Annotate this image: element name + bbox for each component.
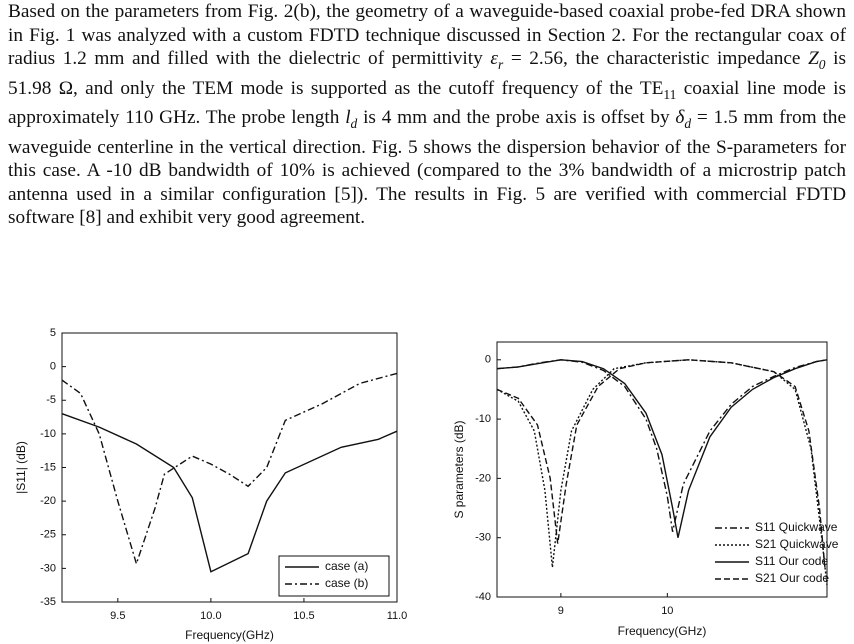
text-run: l: [345, 107, 351, 129]
y-axis-label: S parameters (dB): [452, 420, 466, 518]
series-line: [496, 359, 828, 532]
text-run: coaxial line mode is approximately 110 G…: [8, 77, 847, 129]
x-tick-label: 10: [661, 605, 673, 617]
x-tick-label: 9: [558, 605, 564, 617]
legend-label: S11 Our code: [755, 554, 828, 568]
text-run: 11: [663, 86, 677, 102]
y-tick-label: -5: [46, 394, 56, 406]
text-run: d: [684, 115, 692, 131]
text-run: δ: [675, 107, 685, 129]
text-run: is 4 mm and the probe axis is offset by: [357, 107, 676, 129]
x-tick-label: 9.5: [110, 610, 125, 622]
y-tick-label: 0: [50, 361, 56, 373]
legend-label: case (b): [325, 576, 368, 590]
text-run: = 1.5 mm from the waveguide centerline i…: [8, 107, 846, 229]
text-run: Z: [808, 48, 819, 70]
y-tick-label: 0: [485, 354, 491, 366]
x-axis-label: Frequency(GHz): [185, 628, 274, 642]
y-tick-label: -30: [40, 562, 56, 574]
paragraph: Based on the parameters from Fig. 2(b), …: [8, 0, 846, 230]
y-axis-label: |S11| (dB): [14, 441, 28, 494]
x-axis-label: Frequency(GHz): [618, 624, 707, 638]
legend-frame: [278, 555, 390, 597]
y-tick-label: -10: [475, 413, 491, 425]
series-line: [61, 413, 398, 573]
legend-label: S21 Our code: [755, 571, 829, 585]
y-tick-label: -10: [40, 428, 56, 440]
text-run: is 51.98 Ω, and only the TEM mode is sup…: [8, 48, 847, 99]
legend-label: case (a): [325, 559, 368, 573]
series-line: [496, 359, 828, 586]
text-run: 0: [818, 57, 826, 73]
text-run: ε: [490, 48, 498, 70]
text-run: Based on the parameters from Fig. 2(b), …: [8, 1, 846, 70]
y-tick-label: 5: [50, 327, 56, 339]
x-tick-label: 10.0: [200, 610, 221, 622]
text-run: r: [497, 57, 504, 73]
legend-label: S11 Quickwave: [755, 520, 838, 534]
text-run: d: [350, 115, 358, 131]
legend-label: S21 Quickwave: [755, 537, 839, 551]
series-line: [496, 359, 826, 568]
series-line: [496, 359, 828, 538]
y-tick-label: -15: [40, 461, 56, 473]
y-tick-label: -25: [40, 529, 56, 541]
text-run: = 2.56, the characteristic impedance: [503, 48, 809, 70]
y-tick-label: -30: [475, 532, 491, 544]
series-line: [61, 372, 398, 567]
y-tick-label: -20: [40, 495, 56, 507]
x-tick-label: 11.0: [387, 610, 408, 622]
y-tick-label: -40: [475, 591, 491, 603]
y-tick-label: -20: [475, 472, 491, 484]
x-tick-label: 10.5: [293, 610, 314, 622]
plot-frame: [496, 341, 828, 598]
y-tick-label: -35: [40, 596, 56, 608]
